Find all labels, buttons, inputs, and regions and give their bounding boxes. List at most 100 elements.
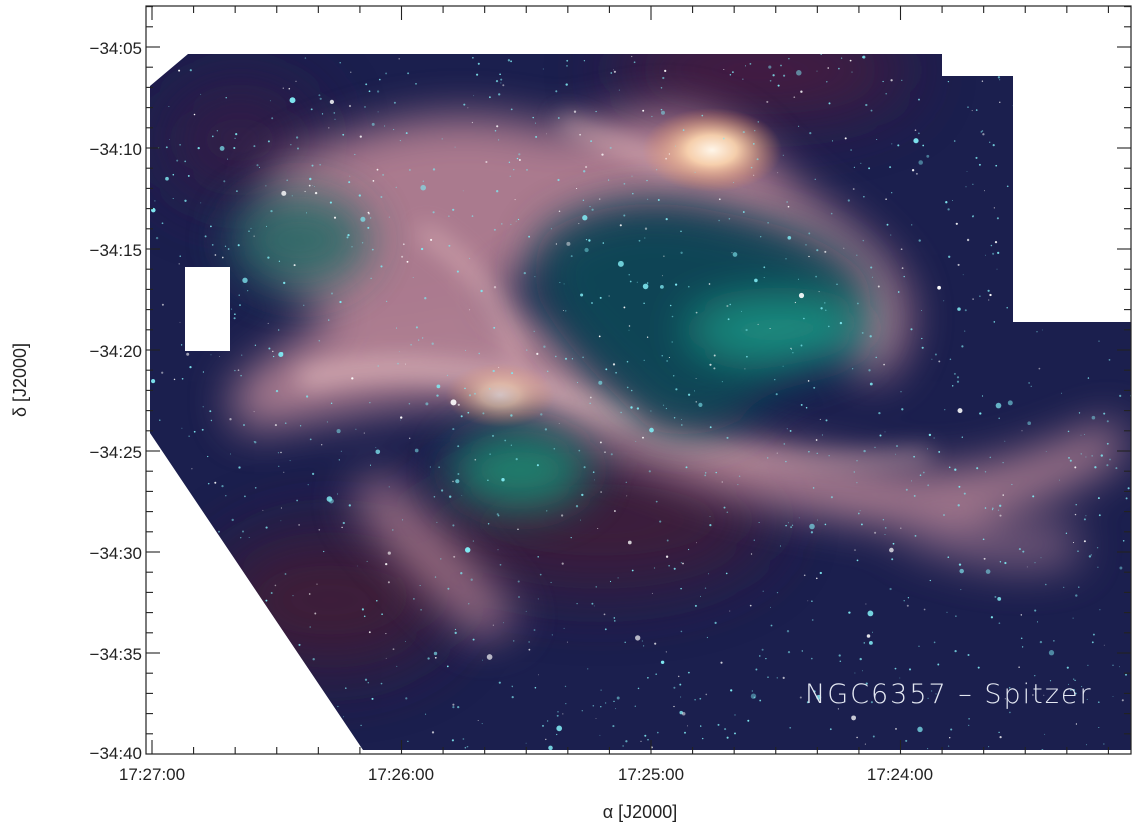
star (525, 610, 527, 612)
star (339, 300, 342, 304)
star (820, 307, 823, 310)
star (673, 705, 675, 708)
star (508, 161, 511, 164)
star (997, 251, 1000, 255)
star (998, 622, 1001, 625)
star (786, 428, 788, 430)
star (280, 520, 282, 522)
star (303, 304, 305, 306)
star (1069, 114, 1071, 116)
star (420, 608, 422, 611)
star (927, 484, 930, 487)
star (235, 133, 238, 136)
star (1065, 532, 1068, 534)
star (901, 408, 904, 411)
star (191, 716, 194, 719)
star (783, 74, 786, 77)
star (990, 616, 994, 619)
star (805, 406, 808, 409)
star (441, 138, 443, 140)
star (472, 56, 474, 59)
star (984, 190, 985, 192)
star (1014, 205, 1017, 207)
star (919, 474, 922, 476)
star (918, 132, 920, 135)
star (598, 335, 601, 338)
star (167, 585, 170, 588)
star (949, 56, 951, 58)
star (1125, 497, 1128, 500)
star (361, 242, 364, 244)
star (958, 485, 961, 488)
star (181, 668, 184, 671)
star (662, 404, 665, 406)
star (310, 108, 313, 111)
star (680, 696, 682, 698)
star (824, 302, 826, 304)
star (957, 408, 963, 414)
star (385, 633, 387, 635)
star (309, 438, 312, 441)
star (319, 97, 322, 100)
star (792, 352, 794, 354)
star (509, 752, 511, 754)
y-tick-label: −34:20 (90, 342, 142, 361)
star (688, 548, 690, 551)
star (776, 677, 779, 679)
star (610, 72, 613, 74)
star (355, 428, 357, 430)
star (851, 715, 857, 721)
star (169, 676, 172, 679)
star (418, 339, 420, 341)
star (462, 738, 465, 740)
star (612, 363, 616, 366)
star (1036, 621, 1039, 623)
star (517, 528, 519, 531)
star (1092, 314, 1095, 317)
star (1049, 680, 1052, 682)
star (947, 745, 950, 747)
star (180, 707, 183, 710)
star (742, 131, 745, 134)
star (181, 675, 183, 677)
star (296, 499, 298, 502)
star (1018, 548, 1021, 551)
star (869, 335, 872, 338)
image-caption: NGC6357 – Spitzer (805, 679, 1093, 710)
star (1021, 430, 1023, 432)
star (615, 371, 617, 374)
star (669, 304, 672, 307)
star (1028, 382, 1030, 384)
star (216, 130, 218, 132)
star (929, 579, 931, 582)
star (682, 129, 685, 131)
star (646, 336, 649, 338)
star (176, 159, 179, 162)
star (863, 196, 865, 198)
star (636, 281, 638, 283)
star (570, 255, 573, 258)
star (151, 379, 156, 384)
star (496, 190, 499, 193)
star (188, 435, 190, 437)
star (407, 740, 409, 743)
star (982, 538, 985, 541)
star (1073, 542, 1074, 543)
star (847, 199, 850, 202)
star (947, 80, 950, 83)
star (497, 514, 500, 517)
star (1094, 466, 1097, 469)
star (674, 283, 678, 286)
star (496, 125, 499, 128)
star (675, 388, 678, 391)
star (612, 725, 615, 728)
star (528, 235, 530, 238)
star (464, 547, 471, 553)
star (609, 146, 612, 149)
star (762, 590, 764, 592)
star (998, 79, 1001, 81)
star (298, 643, 301, 646)
star (955, 222, 958, 225)
star (207, 482, 210, 485)
star (204, 235, 207, 238)
